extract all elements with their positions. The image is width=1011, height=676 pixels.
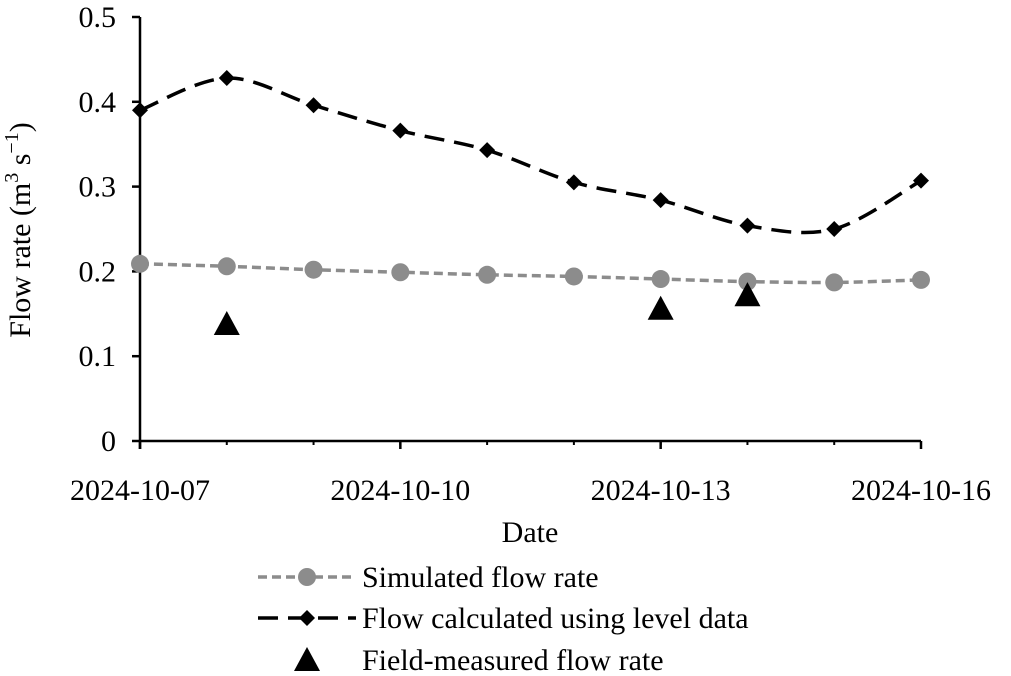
legend-item: Field-measured flow rate: [294, 644, 664, 676]
data-point-triangle: [734, 282, 761, 307]
axes: [132, 15, 923, 449]
series-line: [139, 76, 922, 235]
y-axis-title-end: ): [4, 122, 37, 132]
x-axis-title: Date: [502, 516, 559, 549]
legend-marker-diamond: [299, 610, 315, 626]
y-tick-label: 0: [101, 425, 116, 458]
data-point-circle: [912, 270, 930, 289]
data-point-circle: [651, 270, 670, 289]
x-tick-label: 2024-10-16: [851, 474, 991, 507]
data-point-triangle: [213, 310, 240, 336]
data-point-diamond: [652, 192, 669, 209]
y-tick-label: 0.2: [79, 255, 117, 288]
y-tick-label: 0.1: [79, 340, 117, 373]
data-point-circle: [304, 260, 323, 279]
x-tick-label: 2024-10-07: [70, 474, 210, 507]
data-point-triangle: [647, 295, 674, 320]
y-axis-title-sup2: −1: [1, 132, 23, 153]
legend: Simulated flow rate Flow calculated using…: [258, 561, 749, 676]
data-point-diamond: [565, 174, 582, 191]
data-point-diamond: [305, 97, 322, 114]
data-point-diamond: [479, 142, 496, 159]
data-point-diamond: [392, 122, 409, 139]
data-point-diamond: [218, 70, 235, 87]
legend-marker-circle: [298, 568, 316, 586]
legend-label: Field-measured flow rate: [362, 644, 664, 676]
y-axis-title-mid: s: [4, 154, 37, 173]
y-tick-label: 0.5: [79, 1, 117, 34]
data-point-circle: [217, 257, 236, 276]
data-point-circle: [391, 263, 410, 282]
legend-item: Simulated flow rate: [258, 561, 599, 594]
x-tick-label: 2024-10-13: [591, 474, 731, 507]
x-tick-label: 2024-10-10: [330, 474, 470, 507]
legend-marker-triangle: [294, 647, 320, 672]
tick-labels: 0 0.1 0.2 0.3 0.4 0.5 2024-10-07 2024-10-10 2024…: [70, 1, 991, 507]
series-layer: [131, 70, 930, 336]
y-axis-title: Flow rate (m3 s−1): [1, 122, 37, 337]
data-point-diamond: [132, 102, 148, 119]
y-tick-label: 0.4: [79, 86, 117, 119]
legend-item: Flow calculated using level data: [258, 602, 749, 635]
series-circle: [131, 254, 930, 292]
series-diamond: [132, 70, 929, 237]
data-point-circle: [738, 272, 757, 291]
legend-label: Simulated flow rate: [362, 561, 599, 594]
series-triangle: [213, 282, 761, 336]
y-tick-label: 0.3: [79, 171, 117, 204]
series-line: [139, 262, 922, 285]
y-axis-title-sup1: 3: [1, 173, 23, 183]
data-point-diamond: [913, 172, 929, 189]
data-point-circle: [478, 265, 497, 284]
data-point-circle: [564, 267, 583, 286]
y-axis-title-main: Flow rate (m: [4, 183, 37, 338]
legend-label: Flow calculated using level data: [362, 602, 749, 635]
data-point-diamond: [739, 217, 756, 234]
data-point-circle: [825, 273, 844, 292]
data-point-circle: [131, 254, 149, 273]
data-point-diamond: [826, 221, 843, 237]
